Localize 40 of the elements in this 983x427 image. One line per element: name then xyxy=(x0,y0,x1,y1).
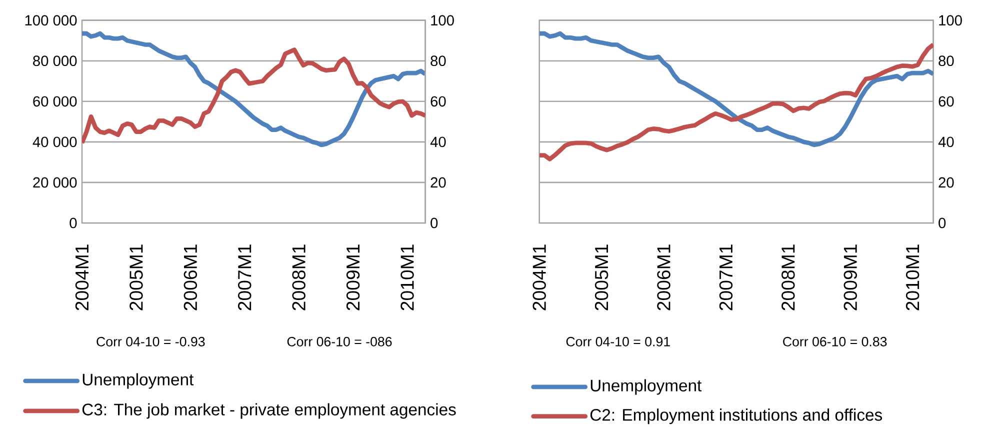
y2-tick-label: 40 xyxy=(430,136,446,148)
y-tick-label: 20 000 xyxy=(33,177,77,188)
x-tick-label: 2009M1 xyxy=(844,244,857,310)
legend-label: C3: The job market - private employment agencies xyxy=(82,403,456,419)
y-tick-label: 40 000 xyxy=(32,136,77,148)
y2-tick-label: 60 xyxy=(430,96,446,107)
x-tick-label: 2005M1 xyxy=(130,244,143,310)
text: Corr 04-10 = 0.91 xyxy=(566,336,670,346)
x-tick-label: 2009M1 xyxy=(346,244,360,310)
x-tick-label: 2005M1 xyxy=(594,244,608,310)
x-tick-label: 2008M1 xyxy=(782,244,795,310)
x-tick-label: 2004M1 xyxy=(75,244,89,310)
x-tick-label: 2007M1 xyxy=(719,244,733,310)
text: Corr 06-10 = -086 xyxy=(287,336,392,346)
y2-tick-label: 40 xyxy=(938,136,954,148)
text: Corr 06-10 = 0.83 xyxy=(783,336,887,346)
legend-label: C2: Employment institutions and offices xyxy=(590,408,882,424)
x-tick-label: 2006M1 xyxy=(184,244,198,310)
y2-tick-label: 80 xyxy=(938,56,954,66)
y-tick-label: 60 000 xyxy=(33,96,77,107)
text: Corr 04-10 = -0.93 xyxy=(96,336,205,346)
legend-label: Unemployment xyxy=(82,373,194,389)
y2-tick-label: 100 xyxy=(939,15,962,26)
x-tick-label: 2010M1 xyxy=(400,244,414,310)
x-tick-label: 2008M1 xyxy=(292,244,306,310)
y2-tick-label: 80 xyxy=(430,56,446,66)
x-tick-label: 2006M1 xyxy=(657,244,670,310)
x-tick-label: 2010M1 xyxy=(906,244,920,310)
y2-tick-label: 20 xyxy=(430,177,446,188)
x-tick-label: 2004M1 xyxy=(532,244,546,310)
y2-tick-label: 20 xyxy=(938,177,954,188)
x-tick-label: 2007M1 xyxy=(238,244,252,310)
legend-label: Unemployment xyxy=(590,379,702,395)
y-tick-label: 80 000 xyxy=(33,56,77,66)
y2-tick-label: 60 xyxy=(938,96,954,107)
y2-tick-label: 0 xyxy=(938,218,946,228)
y2-tick-label: 0 xyxy=(430,218,438,228)
y2-tick-label: 100 xyxy=(431,15,454,26)
y-tick-label: 100 000 xyxy=(25,15,77,26)
y-tick-label: 0 xyxy=(70,218,77,228)
